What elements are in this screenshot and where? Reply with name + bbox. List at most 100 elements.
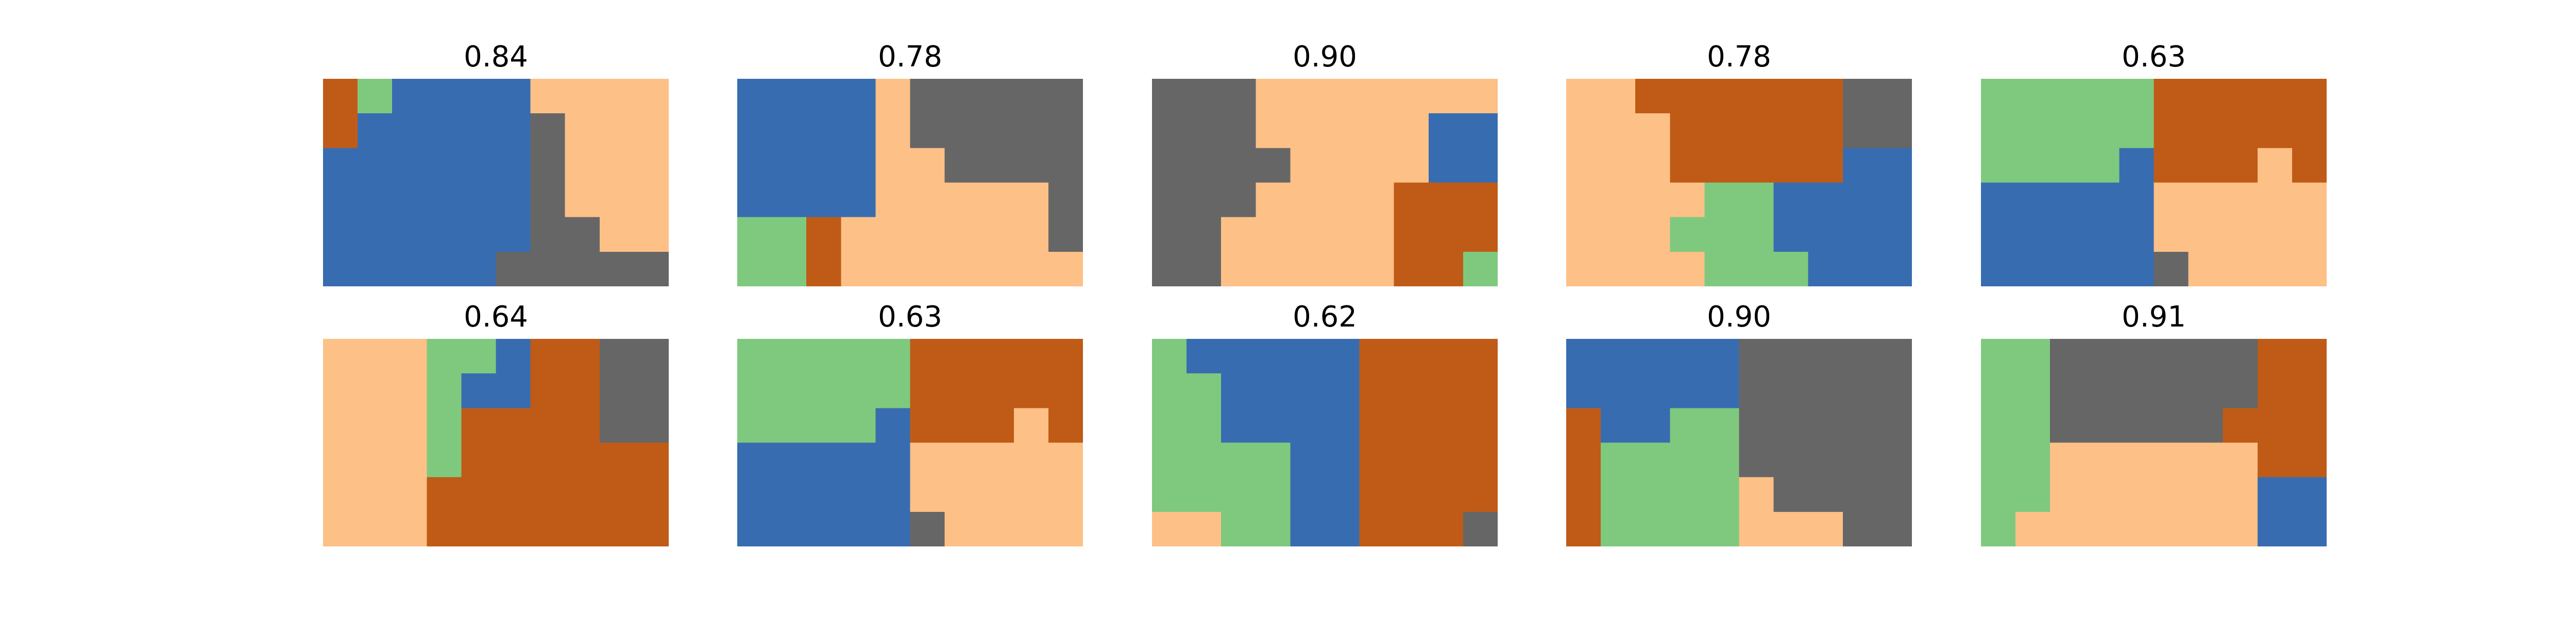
heatmap-cell (2050, 373, 2085, 408)
heatmap-cell (944, 182, 980, 218)
heatmap-cell (2015, 251, 2050, 286)
heatmap-cell (1152, 113, 1187, 148)
heatmap-cell (2154, 511, 2189, 546)
heatmap-cell (1842, 79, 1878, 114)
heatmap-cell (1773, 217, 1809, 252)
heatmap-cell (772, 442, 807, 478)
heatmap-cell (2050, 408, 2085, 443)
heatmap-cell (1256, 182, 1291, 218)
heatmap-cell (737, 511, 772, 546)
heatmap-cell (1187, 408, 1222, 443)
heatmap-cell (944, 79, 980, 114)
heatmap-cell (2050, 251, 2085, 286)
heatmap-cell (1670, 251, 1705, 286)
heatmap-cell (2223, 442, 2258, 478)
heatmap-cell (565, 79, 600, 114)
heatmap-cell (565, 408, 600, 443)
heatmap-cell (496, 182, 531, 218)
heatmap-cell (1808, 251, 1843, 286)
heatmap-cell (496, 339, 531, 374)
heatmap-cell (1463, 339, 1498, 374)
heatmap-cell (1635, 339, 1670, 374)
heatmap-cell (1773, 339, 1809, 374)
heatmap-cell (358, 79, 393, 114)
heatmap-cell (427, 251, 462, 286)
heatmap-cell (634, 217, 669, 252)
heatmap-cell (1428, 148, 1464, 183)
heatmap-cell (1428, 251, 1464, 286)
heatmap-cell (2188, 511, 2224, 546)
heatmap-cell (2188, 113, 2224, 148)
heatmap-cell (1256, 408, 1291, 443)
heatmap-cell (2188, 373, 2224, 408)
heatmap-cell (461, 477, 497, 512)
heatmap-cell (1739, 339, 1774, 374)
heatmap-cell (2050, 339, 2085, 374)
heatmap-svg (323, 79, 669, 286)
heatmap-cell (1256, 442, 1291, 478)
heatmap-cell (2050, 79, 2085, 114)
heatmap-cell (461, 442, 497, 478)
heatmap-cell (323, 408, 358, 443)
heatmap-cell (530, 148, 566, 183)
heatmap-cell (1394, 373, 1429, 408)
heatmap-cell (1290, 408, 1326, 443)
heatmap-svg (1152, 339, 1498, 546)
heatmap-cell (1359, 251, 1395, 286)
heatmap-cell (634, 251, 669, 286)
heatmap-cell (1325, 477, 1360, 512)
heatmap-cell (1635, 182, 1670, 218)
heatmap-cell (2154, 113, 2189, 148)
heatmap-cell (2084, 339, 2120, 374)
heatmap-svg (1566, 339, 1912, 546)
heatmap-cell (1463, 217, 1498, 252)
heatmap-cell (1152, 148, 1187, 183)
heatmap-cell (1808, 217, 1843, 252)
heatmap-cell (910, 442, 945, 478)
heatmap-cell (2084, 442, 2120, 478)
heatmap-cell (2084, 511, 2120, 546)
heatmap-cell (2050, 442, 2085, 478)
heatmap-cell (944, 148, 980, 183)
heatmap-cell (2119, 182, 2155, 218)
heatmap-cell (1256, 339, 1291, 374)
heatmap-cell (2084, 148, 2120, 183)
heatmap-cell (2084, 251, 2120, 286)
heatmap-cell (1601, 408, 1636, 443)
heatmap-cell (1152, 408, 1187, 443)
heatmap-cell (772, 79, 807, 114)
heatmap-cell (599, 79, 635, 114)
heatmap-cell (1325, 148, 1360, 183)
heatmap-cell (634, 408, 669, 443)
heatmap-cell (565, 113, 600, 148)
heatmap-cell (1670, 182, 1705, 218)
heatmap-cell (1704, 339, 1740, 374)
heatmap-cell (461, 79, 497, 114)
heatmap-cell (1359, 113, 1395, 148)
heatmap-svg (1981, 339, 2327, 546)
heatmap-cell (841, 408, 876, 443)
heatmap-cell (2015, 148, 2050, 183)
heatmap-cell (2188, 442, 2224, 478)
heatmap-cell (1877, 113, 1912, 148)
heatmap-cell (496, 148, 531, 183)
heatmap-cell (1739, 113, 1774, 148)
heatmap-cell (737, 477, 772, 512)
heatmap-cell (1842, 182, 1878, 218)
heatmap-cell (1256, 477, 1291, 512)
heatmap-cell (358, 408, 393, 443)
panel-title: 0.90 (1293, 40, 1357, 74)
heatmap-cell (1566, 477, 1601, 512)
heatmap-cell (392, 182, 427, 218)
heatmap-cell (910, 511, 945, 546)
heatmap-cell (806, 113, 841, 148)
heatmap-cell (427, 477, 462, 512)
heatmap-cell (1773, 477, 1809, 512)
heatmap-cell (565, 182, 600, 218)
heatmap-cell (392, 148, 427, 183)
heatmap-cell (1325, 373, 1360, 408)
heatmap-cell (1325, 339, 1360, 374)
heatmap-cell (1566, 511, 1601, 546)
heatmap-cell (875, 373, 911, 408)
heatmap-cell (1635, 113, 1670, 148)
